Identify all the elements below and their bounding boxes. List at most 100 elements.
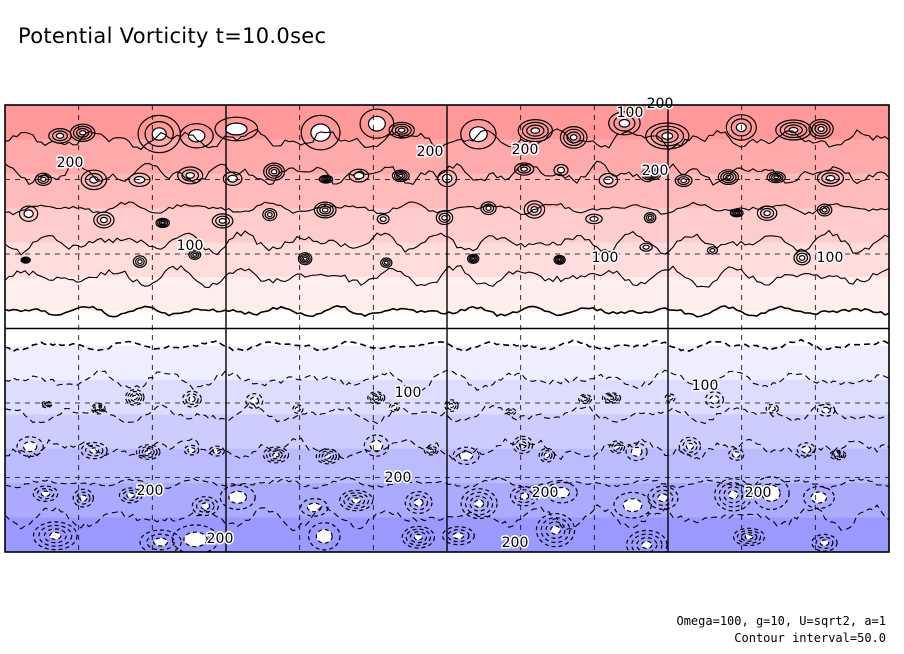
vortex-ring [292,404,304,414]
vortex-ring [538,447,556,463]
vortex-ring [468,254,478,263]
vortex-ring [187,447,196,454]
vortex-ring [613,444,621,450]
vortex-ring [709,247,716,253]
vortex-ring [608,111,641,136]
plot-frame [4,104,890,553]
vortex-ring [639,242,653,252]
vortex-ring [736,529,762,544]
vortex-ring [520,166,529,172]
vortex-ring [144,120,174,147]
vortex-ring [714,478,753,512]
vortex-ring [219,484,256,510]
vortex-ring [796,252,809,264]
vortex-ring [613,491,652,519]
vortex-ring [32,521,78,551]
negative-contour [5,437,889,461]
vortex-ring [630,446,643,457]
vortex-ring [731,451,741,459]
vortex-ring [228,490,248,504]
contour-label: 200 [137,483,164,499]
vortex-ring [353,171,365,180]
vortex-ring [409,531,427,544]
vortex-ring [725,174,732,180]
vortex-ring [131,394,138,400]
vortex-ring [94,405,103,412]
vortex-ring [38,524,73,547]
vortex-ring [272,452,280,458]
vortex-ring [23,209,34,219]
vortex-ring [318,450,337,463]
vortex-ring [301,255,310,263]
vortex-ring [138,446,158,459]
contour-label: 100 [395,385,422,401]
vortex-ring [833,452,843,459]
vortex-ring [391,404,398,411]
vortex-ring [51,130,69,142]
vortex-ring [391,123,412,137]
vortex-ring [514,162,535,176]
vortex-ring [137,259,143,265]
vortex-ring [171,524,220,552]
vortex-ring [315,448,340,465]
vortex-ring [321,207,329,213]
vortex-ring [307,522,341,551]
vortex-ring [395,172,406,180]
vortex-ring [471,257,476,261]
vortex-ring [32,485,59,502]
vortex-ring [825,174,836,182]
vortex-ring [44,403,49,406]
vortex-ring [835,453,841,457]
vortex-ring [426,447,437,455]
vortex-ring [182,390,202,408]
vortex-ring [821,172,840,185]
vortex-ring [545,481,578,504]
vortex-ring [18,205,39,222]
vortex-ring [160,221,166,225]
vortex-ring [72,488,95,508]
vortex-ring [397,127,406,133]
vortex-ring [535,512,576,548]
vortex-ring [509,486,539,507]
vortex-ring [369,392,384,403]
vortex-ring [460,488,498,520]
vortex-ring [459,450,474,461]
vortex-ring [118,487,143,504]
vortex-ring [373,395,379,400]
vortex-ring [626,529,668,552]
vortex-ring [183,444,200,456]
vortex-ring [300,114,341,151]
vortex-ring [563,128,585,147]
vortex-ring [553,254,566,265]
vortex-ring [603,176,614,185]
vortex-ring [474,499,485,508]
vortex-ring [723,486,744,504]
vortex-ring [725,114,757,141]
vortex-ring [452,532,465,540]
vortex-ring [297,252,313,266]
vortex-ring [84,444,104,457]
vortex-ring [526,124,545,137]
vortex-ring [831,450,845,460]
vortex-ring [798,254,806,261]
vortex-ring [125,389,145,406]
vortex-ring [682,439,698,453]
vortex-ring [808,118,834,140]
vortex-ring [530,127,541,134]
vortex-ring [645,213,655,222]
vortex-ring [448,403,455,409]
vortex-ring [557,258,562,262]
vortex-ring [264,210,276,220]
vortex-ring [388,402,400,413]
vortex-ring [126,492,136,499]
vortex-ring [132,255,147,268]
vortex-ring [657,493,669,503]
vortex-ring [324,454,332,459]
vortex-ring [775,119,812,141]
vortex-ring [545,521,566,539]
vortex-ring [99,216,108,224]
vortex-ring [122,489,139,501]
vortex-ring [394,125,409,135]
vortex-ring [393,170,408,181]
